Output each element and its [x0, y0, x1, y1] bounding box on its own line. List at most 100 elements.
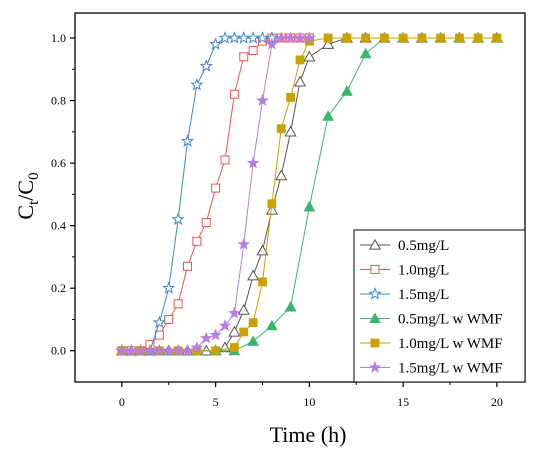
y-axis-title-main: C [13, 205, 38, 220]
data-point [171, 212, 185, 226]
data-point [275, 169, 288, 181]
data-point [370, 338, 380, 348]
data-point [246, 156, 260, 169]
data-point [237, 303, 250, 315]
x-tick-label: 15 [397, 395, 409, 409]
data-point [265, 319, 278, 331]
x-tick-label: 5 [213, 395, 219, 409]
legend-box [353, 229, 526, 383]
data-point [267, 199, 277, 209]
y-tick-label: 0.2 [51, 281, 66, 295]
legend-label: 1.5mg/L [398, 287, 449, 303]
y-tick-label: 0.8 [51, 94, 66, 108]
y-tick-label: 0.4 [51, 219, 66, 233]
data-point [303, 31, 316, 44]
data-point [190, 77, 204, 91]
data-point [173, 299, 183, 309]
x-tick-label: 0 [119, 395, 125, 409]
legend-label: 0.5mg/L [398, 238, 449, 254]
data-point [247, 335, 260, 346]
data-point [492, 33, 502, 43]
series-6 [115, 31, 316, 357]
data-point [369, 312, 381, 324]
data-point [303, 200, 316, 212]
y-tick-label: 1.0 [51, 31, 66, 45]
data-point [180, 134, 195, 147]
data-point [322, 38, 335, 49]
data-point [284, 125, 297, 137]
data-point [228, 325, 241, 337]
data-point [398, 33, 408, 43]
data-point [256, 244, 269, 256]
data-point [229, 343, 239, 353]
x-tick-label: 10 [303, 395, 315, 409]
series-line [121, 37, 310, 352]
data-point [379, 33, 389, 43]
data-point [276, 124, 286, 134]
data-point [359, 47, 372, 59]
data-point [361, 33, 371, 43]
data-point [303, 50, 316, 62]
data-point [368, 238, 382, 250]
legend-label: 1.0mg/L w WMF [398, 336, 503, 352]
data-point [258, 277, 267, 287]
data-point [293, 75, 307, 87]
data-point [201, 218, 211, 228]
data-point [190, 340, 204, 353]
data-point [181, 344, 194, 357]
legend-item: 1.5mg/L [360, 287, 449, 303]
data-point [256, 93, 269, 106]
data-point [239, 52, 249, 62]
x-axis-title: Time (h) [270, 422, 347, 447]
data-point [454, 33, 464, 43]
data-point [199, 331, 213, 344]
data-point [237, 31, 251, 44]
data-point [211, 346, 221, 356]
data-point [228, 306, 241, 319]
legend-item: 1.0mg/L [360, 263, 449, 279]
data-point [209, 37, 223, 50]
series-line [121, 37, 310, 352]
data-point [192, 236, 202, 246]
data-point [248, 46, 258, 56]
data-point [368, 287, 382, 300]
data-point [295, 55, 305, 65]
legend-label: 1.5mg/L w WMF [398, 361, 503, 377]
y-axis-title-mid: /C [13, 180, 38, 201]
x-tick-label: 20 [491, 395, 503, 409]
data-point [200, 344, 213, 356]
legend-item: 0.5mg/L w WMF [360, 312, 503, 328]
data-point [247, 269, 260, 281]
series-3 [115, 31, 279, 357]
data-point [265, 203, 278, 215]
data-point [199, 59, 213, 72]
data-point [265, 37, 279, 50]
data-point [164, 314, 174, 324]
data-point [342, 33, 352, 43]
data-point [220, 155, 230, 165]
data-point [229, 89, 239, 99]
data-point [368, 360, 382, 373]
series-2 [117, 33, 314, 356]
data-point [183, 261, 192, 271]
data-point [417, 33, 427, 43]
y-axis-title-sub2: 0 [26, 172, 42, 180]
data-point [248, 318, 258, 327]
data-point [370, 265, 380, 274]
legend-label: 1.0mg/L [398, 263, 449, 279]
data-point [286, 93, 296, 102]
data-point [340, 85, 353, 96]
axes-layer: 0 5 10 15 20 0.0 0.2 0.4 0.6 0.8 1.0 [51, 12, 526, 409]
y-tick-label: 0.0 [51, 344, 66, 358]
data-point [322, 110, 335, 121]
data-point [152, 315, 166, 329]
data-point [227, 31, 241, 44]
svg-text:Ct/C0: Ct/C0 [13, 172, 42, 219]
data-point [239, 327, 249, 337]
series-layer [115, 31, 503, 357]
y-axis-title-sub1: t [26, 200, 42, 205]
legend-item: 1.5mg/L w WMF [360, 361, 503, 377]
y-axis-title: Ct/C0 [13, 172, 42, 219]
data-point [323, 33, 333, 43]
